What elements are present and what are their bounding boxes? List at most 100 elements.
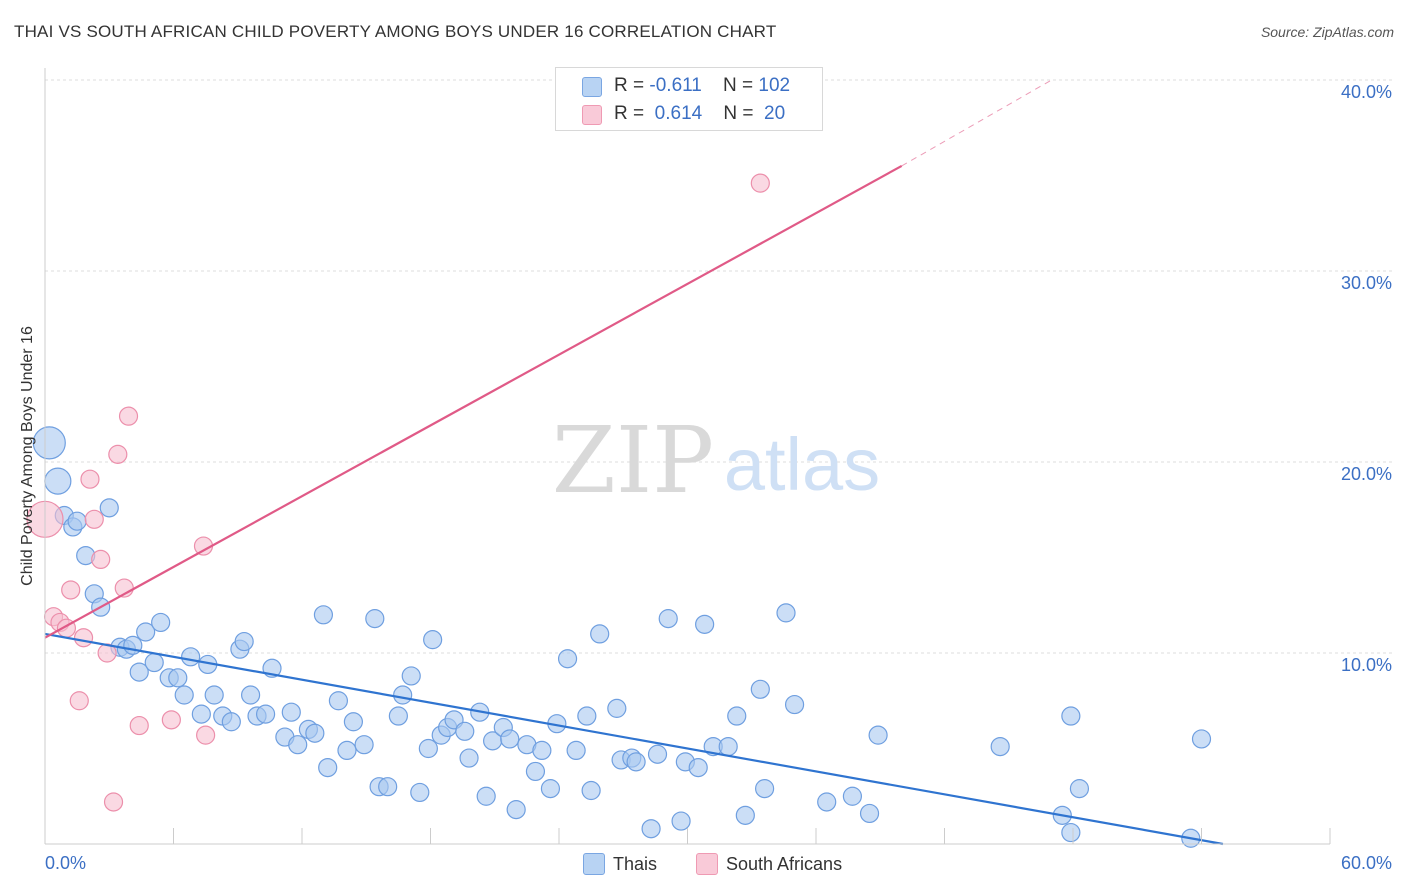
bottom-sa-swatch	[696, 853, 718, 875]
y-tick-label: 20.0%	[1341, 464, 1392, 484]
thai-point	[1061, 706, 1081, 726]
thai-point	[44, 467, 72, 495]
thai-point	[418, 738, 438, 759]
sa-point	[61, 580, 81, 600]
thai-point	[626, 752, 646, 772]
thai-point	[423, 630, 443, 650]
thais-r-value: -0.611	[649, 75, 702, 96]
thai-point	[647, 744, 668, 764]
thai-point	[557, 649, 578, 669]
thai-point	[328, 691, 349, 711]
thai-point	[151, 612, 171, 633]
thai-point	[354, 735, 374, 755]
watermark-zip: ZIP	[552, 407, 714, 514]
sa-point	[80, 469, 100, 489]
bottom-legend-thais: Thais	[583, 852, 683, 876]
thai-point	[784, 694, 805, 715]
thai-point	[318, 757, 338, 778]
watermark-atlas: atlas	[724, 423, 880, 506]
thai-point	[718, 736, 738, 757]
thai-point	[410, 782, 430, 803]
thais-n-value: 102	[758, 75, 791, 96]
thai-point	[32, 426, 66, 460]
thai-point	[191, 704, 211, 724]
sa-n-value: 20	[764, 103, 786, 124]
thai-point	[144, 652, 164, 673]
thai-point	[842, 786, 863, 806]
thai-point	[388, 706, 408, 726]
thai-point	[859, 803, 880, 824]
thai-point	[129, 662, 149, 682]
y-tick-label: 40.0%	[1341, 82, 1392, 102]
sa-point	[129, 715, 149, 736]
thai-point	[658, 609, 678, 629]
thai-point	[455, 721, 475, 741]
thai-point	[168, 668, 188, 688]
thai-point	[221, 712, 241, 732]
thai-point	[868, 725, 888, 745]
thai-point	[735, 805, 755, 825]
thai-point	[365, 609, 385, 629]
thai-point	[378, 777, 398, 797]
thai-point	[641, 819, 661, 839]
bottom-thais-swatch	[583, 853, 605, 875]
thai-point	[1061, 822, 1081, 843]
thai-point	[459, 748, 479, 768]
thai-point	[727, 706, 747, 726]
sa-point	[84, 509, 104, 529]
thai-point	[181, 647, 201, 667]
thai-point	[313, 605, 334, 625]
thai-point	[1069, 779, 1090, 799]
source-label: Source: ZipAtlas.com	[1260, 24, 1394, 40]
thai-point	[67, 511, 87, 531]
thai-point	[750, 679, 770, 699]
thai-point	[525, 761, 546, 782]
thai-point	[281, 702, 301, 722]
thai-point	[695, 614, 715, 634]
chart-title: THAI VS SOUTH AFRICAN CHILD POVERTY AMON…	[14, 22, 777, 41]
thai-point	[204, 685, 224, 705]
thai-point	[337, 740, 357, 761]
tick-labels: 10.0% 20.0% 30.0% 40.0% 0.0% 60.0%	[45, 82, 1392, 873]
thai-point	[671, 811, 691, 831]
bottom-legend-south-africans: South Africans	[696, 852, 876, 876]
sa-point	[108, 444, 128, 464]
sa-n-label: N =	[723, 103, 754, 124]
axes	[44, 68, 1331, 845]
thai-point	[540, 779, 561, 799]
sa-point	[161, 710, 181, 730]
x-tick-label-min: 0.0%	[45, 853, 86, 873]
thai-point	[174, 685, 194, 705]
thai-point	[99, 498, 119, 518]
thai-point	[590, 624, 610, 644]
sa-point	[750, 173, 770, 193]
south-africans-swatch	[582, 105, 602, 125]
thai-point	[532, 740, 552, 761]
thais-trend-line	[44, 632, 1224, 846]
thai-point	[343, 712, 363, 732]
sa-point	[118, 406, 139, 426]
bottom-sa-label: South Africans	[726, 854, 843, 874]
thai-point	[234, 631, 254, 652]
thai-point	[776, 603, 796, 623]
sa-point	[103, 792, 124, 812]
thai-point	[476, 786, 496, 806]
correlation-legend: R = -0.611 N = 102 R = 0.614 N = 20	[555, 67, 823, 131]
thai-point	[577, 706, 597, 726]
thai-point	[566, 740, 586, 761]
thai-point	[500, 729, 520, 749]
thais-swatch	[582, 77, 602, 97]
thais-r-label: R =	[614, 75, 645, 96]
thai-point	[136, 622, 156, 642]
grid	[45, 79, 1395, 654]
sa-point	[91, 549, 111, 570]
sa-r-label: R =	[614, 103, 645, 124]
thai-point	[754, 779, 775, 799]
bottom-thais-label: Thais	[613, 854, 658, 874]
sa-point	[196, 725, 216, 745]
sa-trend-line	[44, 164, 903, 639]
thai-point	[990, 736, 1010, 757]
thai-point	[688, 757, 708, 778]
thai-point	[607, 698, 627, 718]
